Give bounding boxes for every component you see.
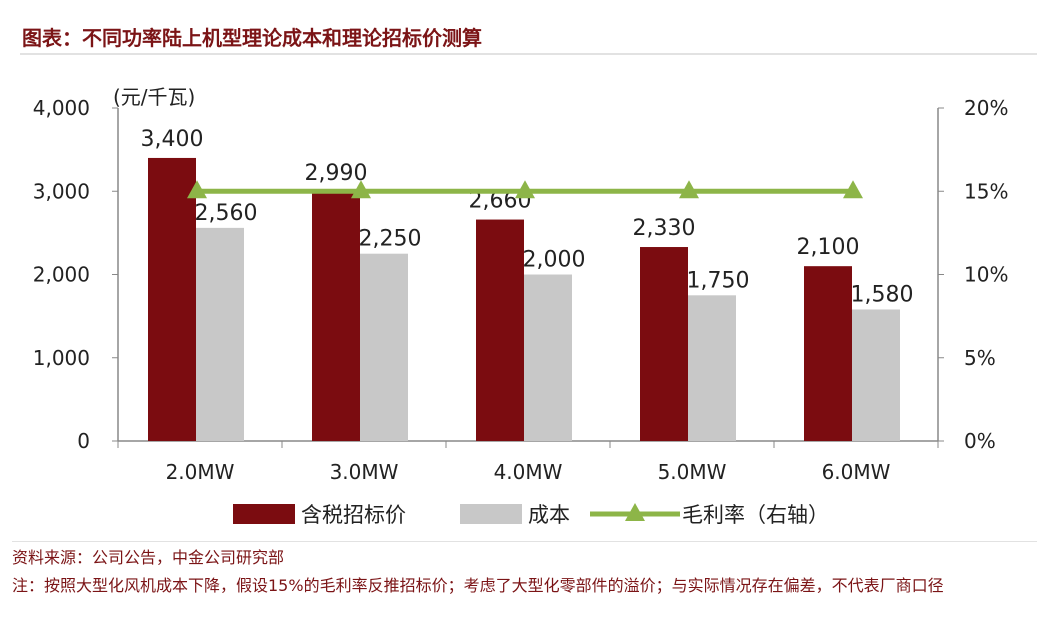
chart-title: 图表：不同功率陆上机型理论成本和理论招标价测算 — [22, 26, 482, 50]
legend-swatch-bid-price — [233, 504, 295, 524]
bar-bid-price — [804, 266, 852, 441]
data-label: 3,400 — [141, 127, 204, 152]
margin-marker — [843, 180, 863, 199]
title-divider — [20, 53, 1037, 55]
right-tick-label: 0% — [964, 429, 996, 453]
legend-marker-margin — [625, 503, 645, 521]
data-label: 1,750 — [687, 268, 750, 293]
x-tick-label: 3.0MW — [330, 460, 399, 484]
right-tick-label: 10% — [964, 263, 1008, 287]
margin-marker — [351, 180, 371, 199]
margin-marker — [187, 180, 207, 199]
data-label: 2,000 — [523, 248, 586, 273]
legend-label: 成本 — [528, 503, 570, 527]
data-label: 2,560 — [195, 201, 258, 226]
chart: 0 1,000 2,000 3,000 4,000 0% 5% 10% 15% 20% (元/千瓦)… — [33, 85, 1009, 527]
bar-cost — [852, 309, 900, 441]
bar-cost — [360, 253, 408, 441]
right-tick-label: 5% — [964, 346, 996, 370]
legend-label: 毛利率（右轴） — [682, 503, 829, 527]
legend-swatch-cost — [460, 504, 522, 524]
data-label: 1,580 — [851, 282, 914, 307]
x-tick-label: 4.0MW — [494, 460, 563, 484]
right-tick-label: 15% — [964, 179, 1008, 203]
x-tick-label: 2.0MW — [166, 460, 235, 484]
footer-divider — [12, 541, 1037, 542]
data-label: 2,250 — [359, 227, 422, 252]
left-tick-label: 3,000 — [33, 179, 90, 203]
data-label: 2,330 — [633, 216, 696, 241]
legend-label: 含税招标价 — [301, 503, 406, 527]
bar-bid-price — [148, 157, 196, 441]
right-tick-label: 20% — [964, 96, 1008, 120]
bar-bid-price — [312, 192, 360, 441]
bar-cost — [524, 274, 572, 441]
data-label: 2,990 — [305, 161, 368, 186]
left-tick-label: 4,000 — [33, 96, 90, 120]
x-tick-label: 6.0MW — [822, 460, 891, 484]
margin-marker — [679, 180, 699, 199]
bar-bid-price — [640, 247, 688, 441]
source-note: 资料来源：公司公告，中金公司研究部 — [12, 548, 285, 567]
left-tick-label: 1,000 — [33, 346, 90, 370]
left-tick-label: 2,000 — [33, 263, 90, 287]
x-tick-label: 5.0MW — [658, 460, 727, 484]
footnote: 注：按照大型化风机成本下降，假设15%的毛利率反推招标价；考虑了大型化零部件的溢… — [12, 576, 944, 595]
bar-cost — [688, 295, 736, 441]
data-label: 2,100 — [797, 235, 860, 260]
y-axis-label: (元/千瓦) — [113, 85, 195, 109]
margin-marker — [515, 180, 535, 199]
bar-bid-price — [476, 219, 524, 441]
bar-cost — [196, 227, 244, 441]
left-tick-label: 0 — [77, 429, 90, 453]
